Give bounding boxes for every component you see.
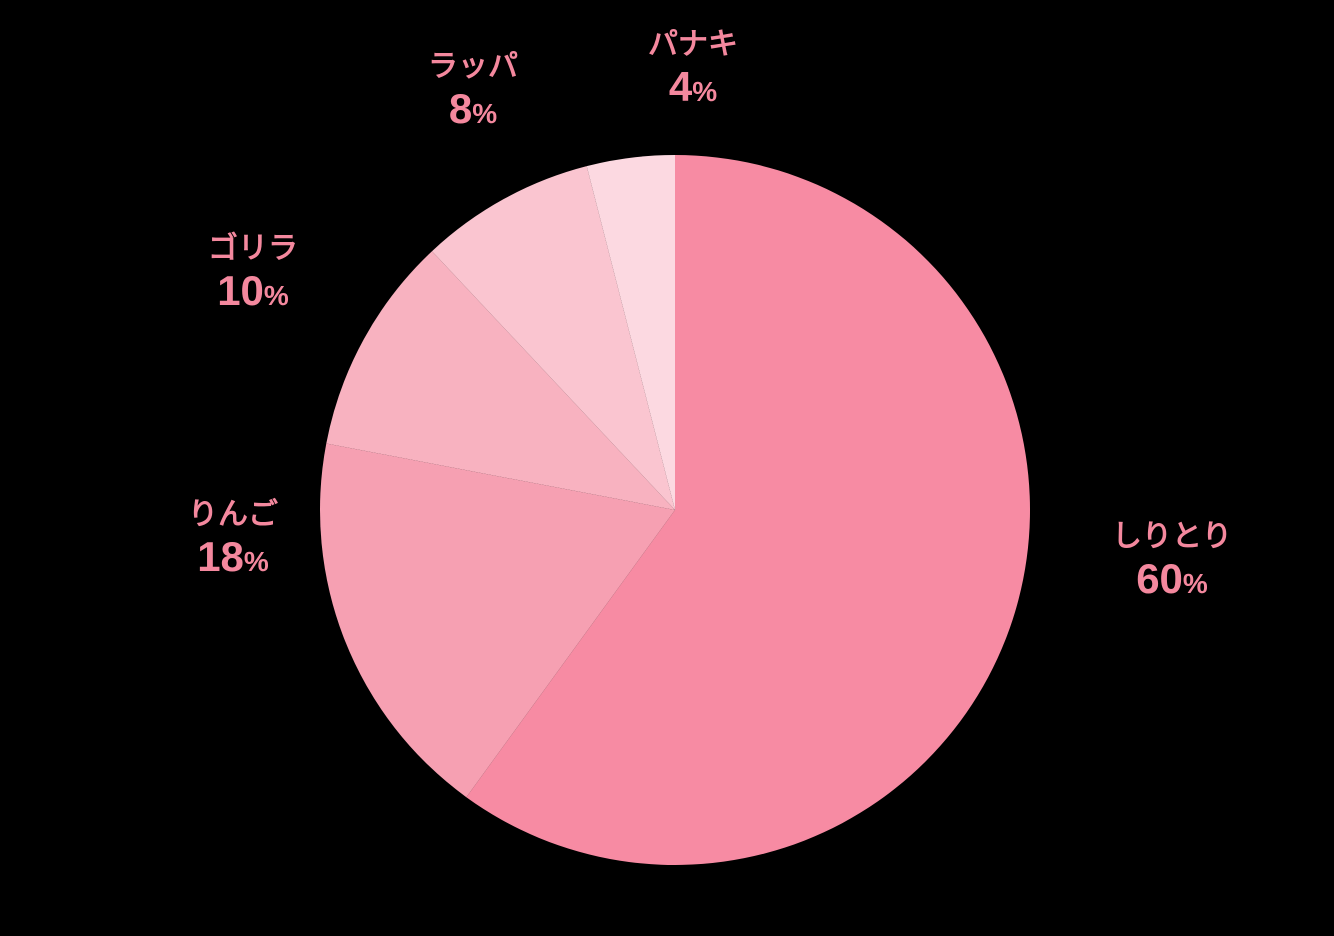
pie-slice-label: ゴリラ10%: [208, 232, 298, 315]
slice-value: 4: [669, 63, 692, 110]
slice-name: パナキ: [648, 28, 738, 63]
slice-value-line: 18%: [188, 533, 278, 581]
slice-name: ラッパ: [428, 50, 518, 85]
percent-symbol: %: [244, 546, 269, 577]
slice-value-line: 8%: [428, 85, 518, 133]
pie-chart: しりとり60%りんご18%ゴリラ10%ラッパ8%パナキ4%: [0, 0, 1334, 936]
slice-name: ゴリラ: [208, 232, 298, 267]
pie-slice-label: パナキ4%: [648, 28, 738, 111]
percent-symbol: %: [472, 98, 497, 129]
slice-value: 10: [217, 267, 264, 314]
pie-chart-svg: [0, 0, 1334, 936]
slice-value-line: 4%: [648, 63, 738, 111]
slice-value: 60: [1136, 555, 1183, 602]
slice-name: りんご: [188, 498, 278, 533]
slice-value: 18: [197, 533, 244, 580]
slice-name: しりとり: [1112, 520, 1232, 555]
percent-symbol: %: [264, 280, 289, 311]
percent-symbol: %: [692, 76, 717, 107]
pie-slice-label: しりとり60%: [1112, 520, 1232, 603]
pie-slice-label: ラッパ8%: [428, 50, 518, 133]
pie-slice-label: りんご18%: [188, 498, 278, 581]
slice-value: 8: [449, 85, 472, 132]
slice-value-line: 10%: [208, 267, 298, 315]
slice-value-line: 60%: [1112, 555, 1232, 603]
percent-symbol: %: [1183, 568, 1208, 599]
